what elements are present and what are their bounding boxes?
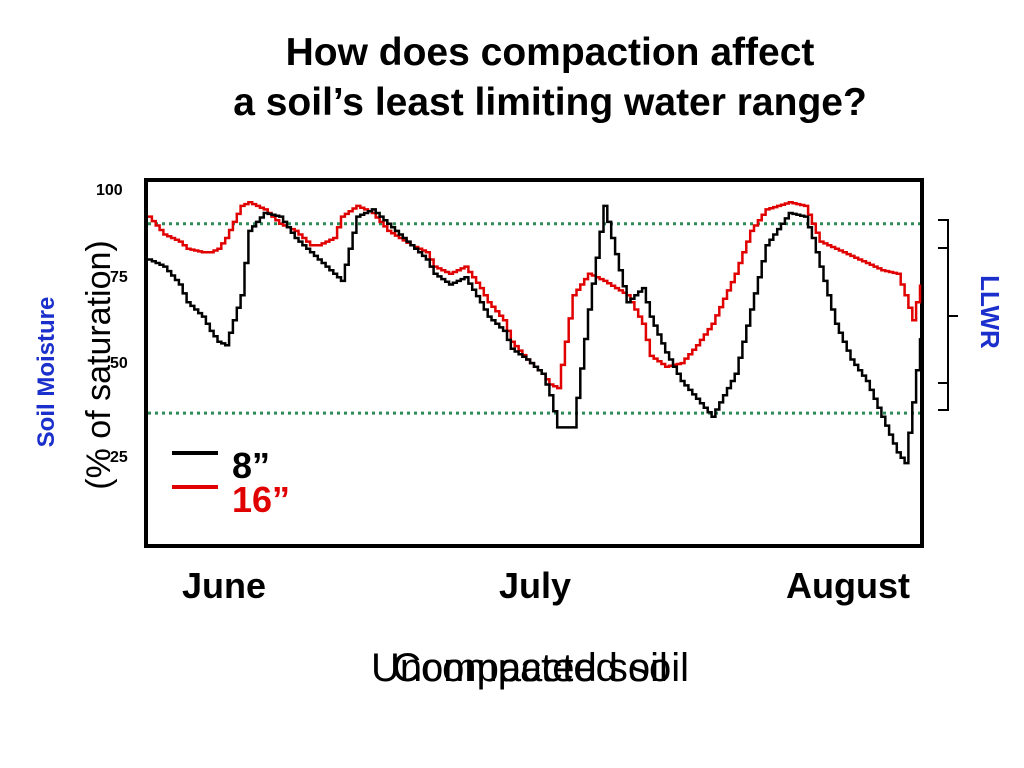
series-8in-line bbox=[148, 204, 922, 465]
title-line-1: How does compaction affect bbox=[285, 31, 815, 74]
legend: 8” 16” bbox=[172, 445, 290, 520]
series-16in-line bbox=[148, 201, 922, 390]
y-tick-75: 75 bbox=[110, 269, 128, 286]
title-line-2: a soil’s least limiting water range? bbox=[233, 81, 867, 124]
x-label-june: June bbox=[182, 565, 266, 606]
x-label-august: August bbox=[786, 565, 910, 606]
x-label-july: July bbox=[499, 565, 571, 606]
caption-compacted: Compacted soil bbox=[392, 646, 668, 690]
y-axis-sublabel: (% of saturation) bbox=[80, 240, 118, 489]
y-tick-50: 50 bbox=[110, 355, 128, 372]
legend-label-8in: 8” bbox=[232, 445, 270, 486]
y-tick-100: 100 bbox=[96, 182, 123, 199]
llwr-bracket bbox=[938, 219, 958, 411]
legend-label-16in: 16” bbox=[232, 479, 290, 520]
y-tick-25: 25 bbox=[110, 449, 128, 466]
slide-title: How does compaction affect a soil’s leas… bbox=[0, 28, 1024, 128]
caption-overlay: Uncompacted soil Compacted soil bbox=[0, 646, 1024, 706]
plot-frame bbox=[144, 178, 924, 548]
caption-uncompacted: Uncompacted soil bbox=[371, 646, 689, 690]
series-layer bbox=[148, 201, 922, 465]
llwr-label: LLWR bbox=[975, 275, 1005, 349]
y-axis-label: Soil Moisture bbox=[33, 297, 60, 448]
